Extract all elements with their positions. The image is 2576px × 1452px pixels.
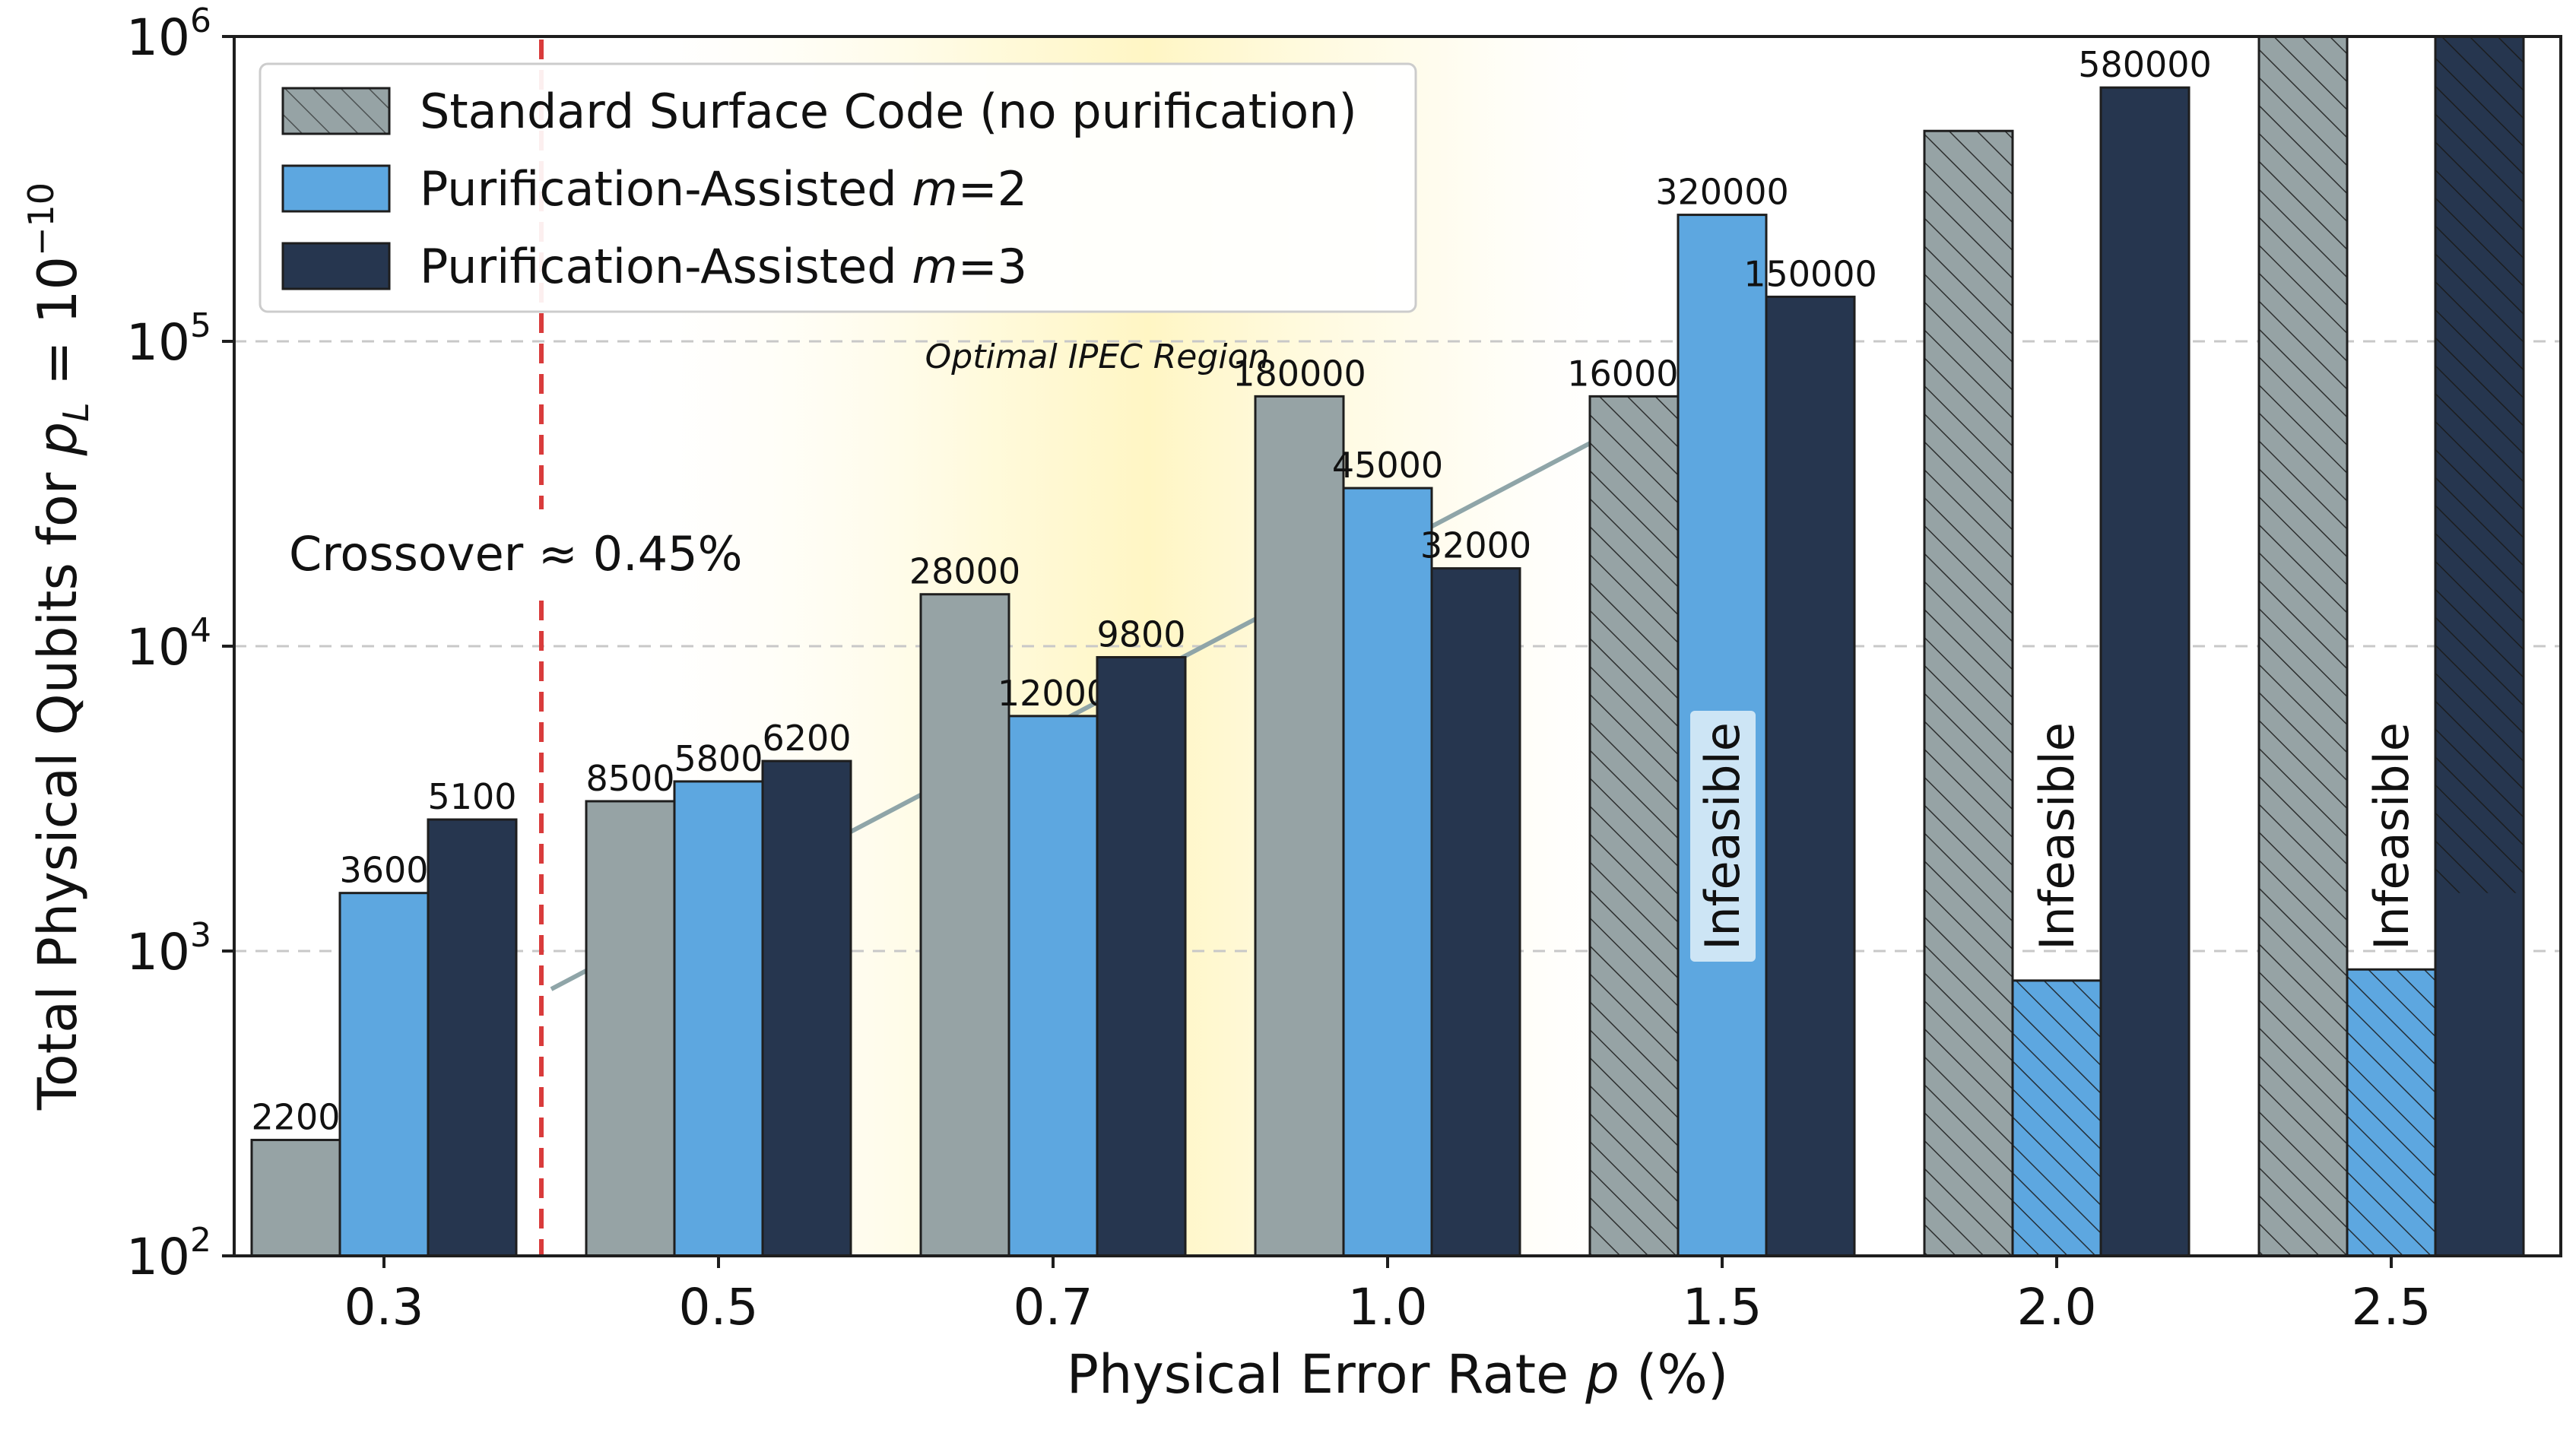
y-tick-label-4: 104: [126, 611, 211, 677]
y-tick-base-3: 10: [126, 923, 190, 981]
y-tick-label-2: 102: [126, 1221, 211, 1286]
infeasible-label-2.0: Infeasible: [2029, 722, 2085, 950]
bar-2-0.7: [1096, 656, 1187, 1257]
legend-swatch-2: [281, 242, 391, 290]
x-tick-label-0.7: 0.7: [1014, 1278, 1093, 1336]
x-axis-title-part1: Physical Error Rate: [1067, 1343, 1586, 1406]
legend-swatch-hatch-0: [283, 88, 389, 134]
legend-swatch-1: [281, 164, 391, 213]
y-tick-label-6: 106: [126, 2, 211, 67]
legend-label-var-2: m: [912, 239, 957, 294]
y-tick-base-4: 10: [126, 618, 190, 677]
crossover-label: Crossover ≈ 0.45%: [289, 526, 743, 582]
region-label: Optimal IPEC Region: [925, 338, 1270, 376]
data-label-1-0.7: 12000: [998, 673, 1109, 714]
x-tick-label-2.0: 2.0: [2017, 1278, 2097, 1336]
y-axis-title-sub: L: [56, 402, 97, 422]
y-tick-base-2: 10: [126, 1228, 190, 1286]
data-label-2-0.5: 6200: [762, 718, 851, 759]
y-axis-title-var: p: [27, 422, 89, 456]
bar-hatch-0-2.0: [1924, 131, 2013, 1257]
y-tick-base-5: 10: [126, 313, 190, 372]
infeasible-group-2.5: Infeasible: [2364, 722, 2419, 950]
data-label-1-1.0: 45000: [1332, 445, 1443, 486]
data-label-0-0.5: 8500: [585, 758, 674, 799]
x-tick-label-1.5: 1.5: [1683, 1278, 1762, 1336]
legend-label-suffix-2: =3: [958, 239, 1027, 294]
bar-1-0.7: [1007, 715, 1099, 1257]
bar-hatch-top-2-2.5: [2435, 36, 2524, 893]
bar-0-0.3: [250, 1139, 341, 1257]
infeasible-box-1.5: [1690, 711, 1756, 962]
data-label-1-0.5: 5800: [674, 738, 763, 779]
y-tick-label-3: 103: [126, 916, 211, 981]
legend-label-1: Purification-Assisted m=2: [420, 161, 1027, 217]
legend-label-var-1: m: [912, 161, 957, 217]
bar-1-0.3: [338, 892, 430, 1257]
bar-1-0.5: [673, 780, 764, 1257]
bar-2-0.3: [427, 818, 518, 1257]
y-tick-exp-5: 5: [190, 306, 211, 345]
y-tick-exp-3: 3: [190, 916, 211, 955]
y-tick-exp-6: 6: [190, 2, 211, 40]
legend-box: [259, 62, 1417, 313]
y-tick-label-5: 105: [126, 306, 211, 372]
x-axis-title-part2: (%): [1620, 1343, 1728, 1406]
data-label-2-1.5: 150000: [1743, 253, 1877, 294]
data-label-1-1.5: 320000: [1655, 172, 1789, 213]
x-tick-label-0.3: 0.3: [344, 1278, 424, 1336]
bar-hatch-0-2.5: [2259, 36, 2347, 1256]
x-axis-title-var: p: [1585, 1343, 1619, 1406]
y-axis-title: Total Physical Qubits for pL = 10−10: [21, 182, 97, 1111]
data-label-1-0.3: 3600: [339, 850, 428, 891]
x-tick-label-0.5: 0.5: [679, 1278, 759, 1336]
bar-2-1.0: [1430, 567, 1521, 1257]
bar-2-2.0: [2099, 86, 2191, 1257]
data-label-0-1.0: 180000: [1232, 353, 1366, 394]
legend-label-0: Standard Surface Code (no purification): [420, 84, 1357, 139]
infeasible-label-1.5: Infeasible: [1695, 722, 1750, 950]
legend-label-prefix-2: Purification-Assisted: [420, 239, 912, 294]
bar-hatch-0-1.5: [1590, 396, 1678, 1257]
y-tick-exp-2: 2: [190, 1221, 211, 1260]
data-label-2-1.0: 32000: [1420, 525, 1531, 566]
bar-hatch-1-2.0: [2013, 980, 2101, 1256]
bar-1-1.0: [1342, 487, 1433, 1257]
x-tick-label-2.5: 2.5: [2352, 1278, 2432, 1336]
legend-label-suffix-1: =2: [958, 161, 1027, 217]
bar-0-0.5: [585, 800, 676, 1257]
infeasible-group-2.0: Infeasible: [2029, 722, 2085, 950]
infeasible-label-2.5: Infeasible: [2364, 722, 2419, 950]
bar-0-0.7: [919, 593, 1010, 1257]
data-label-2-0.7: 9800: [1096, 614, 1185, 655]
y-tick-base-6: 10: [126, 8, 190, 67]
bar-2-1.5: [1765, 295, 1856, 1257]
y-axis-title-exp: −10: [21, 182, 62, 256]
y-axis-title-part1: Total Physical Qubits for: [27, 455, 89, 1111]
data-label-2-0.3: 5100: [427, 776, 516, 817]
data-label-2-2.0: 580000: [2078, 44, 2212, 85]
legend-label-prefix-0: Standard Surface Code (no purification): [420, 84, 1357, 139]
bar-hatch-1-2.5: [2347, 969, 2435, 1256]
infeasible-group-1.5: Infeasible: [1690, 711, 1756, 962]
bar-0-1.0: [1254, 395, 1345, 1257]
y-tick-exp-4: 4: [190, 611, 211, 650]
data-label-0-0.7: 28000: [909, 551, 1020, 592]
x-tick-label-1.0: 1.0: [1348, 1278, 1428, 1336]
x-axis-title: Physical Error Rate p (%): [1067, 1343, 1728, 1406]
bar-2-0.5: [761, 759, 852, 1257]
y-axis-title-group: Total Physical Qubits for pL = 10−10: [21, 182, 97, 1111]
legend-label-prefix-1: Purification-Assisted: [420, 161, 912, 217]
legend-label-2: Purification-Assisted m=3: [420, 239, 1027, 294]
data-label-0-0.3: 2200: [251, 1097, 340, 1138]
y-axis-title-part2: = 10: [27, 256, 89, 402]
